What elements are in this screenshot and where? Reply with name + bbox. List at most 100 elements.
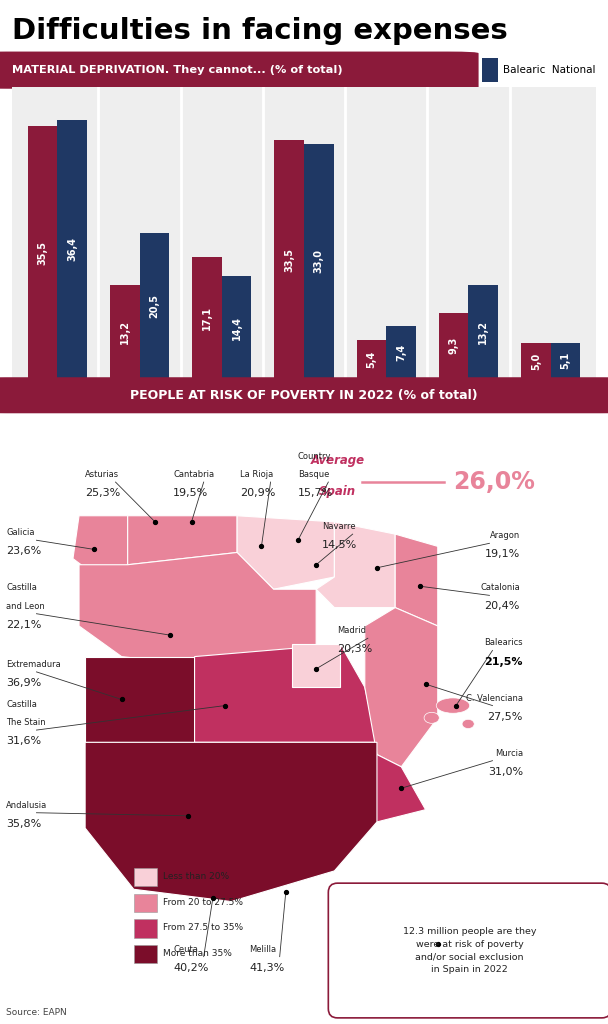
Text: 17,1: 17,1 (202, 306, 212, 330)
Text: Galicia: Galicia (6, 528, 35, 538)
Text: Andalusia: Andalusia (6, 801, 47, 810)
Text: 25,3%: 25,3% (85, 488, 120, 499)
Polygon shape (353, 755, 426, 822)
Polygon shape (316, 522, 395, 607)
Text: PEOPLE AT RISK OF POVERTY IN 2022 (% of total): PEOPLE AT RISK OF POVERTY IN 2022 (% of … (130, 389, 478, 401)
Bar (134, 894, 157, 912)
Text: INFOGRAPHICS DESIGN AND COMMUNICATION: INFOGRAPHICS DESIGN AND COMMUNICATION (334, 1008, 521, 1017)
Ellipse shape (451, 944, 461, 951)
Text: 33,0: 33,0 (314, 250, 324, 273)
Text: Less than 20%: Less than 20% (163, 871, 229, 881)
Polygon shape (395, 535, 438, 626)
Bar (57, 120, 87, 379)
Bar (134, 868, 157, 886)
Bar (357, 340, 386, 379)
Text: 12.3 million people are they
were at risk of poverty
and/or social exclusion
in : 12.3 million people are they were at ris… (402, 928, 536, 974)
Text: Source: EAPN: Source: EAPN (6, 1008, 67, 1017)
Text: Aragon: Aragon (489, 531, 520, 541)
Text: Balearics: Balearics (484, 638, 523, 647)
Ellipse shape (462, 719, 474, 728)
Bar (192, 257, 222, 379)
Text: 20,5: 20,5 (150, 294, 159, 317)
Ellipse shape (436, 958, 449, 967)
Text: 36,4: 36,4 (67, 238, 77, 261)
Text: 26,0%: 26,0% (453, 470, 535, 494)
Bar (439, 312, 468, 379)
Text: 5,1: 5,1 (561, 352, 570, 370)
Text: 14,4: 14,4 (232, 315, 241, 340)
Text: 31,0%: 31,0% (488, 767, 523, 777)
Text: MATERIAL DEPRIVATION. They cannot... (% of total): MATERIAL DEPRIVATION. They cannot... (% … (12, 66, 343, 75)
Text: 19,1%: 19,1% (485, 550, 520, 559)
Text: Extremadura: Extremadura (6, 659, 61, 669)
Text: 13,2: 13,2 (478, 319, 488, 344)
Text: Castilla: Castilla (6, 699, 37, 709)
FancyBboxPatch shape (328, 883, 608, 1018)
Text: 5,0: 5,0 (531, 352, 541, 370)
Text: 20,3%: 20,3% (337, 644, 373, 654)
Polygon shape (292, 644, 340, 687)
Bar (222, 276, 251, 379)
Text: 40,2%: 40,2% (173, 963, 209, 973)
Text: 33,5: 33,5 (284, 248, 294, 271)
Text: Difficulties in facing expenses: Difficulties in facing expenses (12, 17, 508, 45)
Bar (551, 343, 580, 379)
Polygon shape (85, 742, 377, 901)
Text: Madrid: Madrid (337, 626, 367, 635)
Text: 31,6%: 31,6% (6, 736, 41, 746)
Polygon shape (73, 516, 128, 577)
Polygon shape (365, 607, 438, 767)
Text: 7,4: 7,4 (396, 344, 406, 361)
Ellipse shape (383, 948, 401, 959)
Ellipse shape (418, 932, 427, 938)
Text: Ceuta: Ceuta (173, 944, 198, 953)
Text: Balearic  National: Balearic National (503, 66, 595, 75)
Bar (110, 285, 140, 379)
Bar (274, 140, 304, 379)
Text: More than 35%: More than 35% (163, 949, 232, 958)
Polygon shape (128, 516, 237, 565)
Text: Navarre: Navarre (322, 522, 356, 531)
Text: 36,9%: 36,9% (6, 678, 41, 688)
Text: Canary Islands: Canary Islands (400, 896, 462, 904)
Text: 22,1%: 22,1% (6, 620, 41, 630)
Text: La Rioja: La Rioja (240, 470, 274, 479)
Text: Melilla: Melilla (249, 944, 277, 953)
Bar (482, 58, 499, 82)
Bar (134, 945, 157, 964)
Ellipse shape (423, 946, 435, 954)
Text: and Leon: and Leon (6, 602, 45, 610)
Text: 20,4%: 20,4% (485, 601, 520, 611)
Text: 41,3%: 41,3% (249, 963, 285, 973)
Text: Average: Average (310, 454, 365, 467)
FancyBboxPatch shape (0, 377, 608, 414)
Ellipse shape (424, 713, 439, 723)
Text: 5,4: 5,4 (367, 351, 376, 369)
Text: 13,2: 13,2 (120, 319, 130, 344)
Text: Asturias: Asturias (85, 470, 119, 479)
Text: Country: Country (298, 452, 331, 461)
Text: Cantabria: Cantabria (173, 470, 215, 479)
Text: 23,6%: 23,6% (6, 547, 41, 556)
Bar (386, 327, 416, 379)
Polygon shape (237, 516, 334, 589)
Polygon shape (85, 656, 195, 742)
Text: 20,9%: 20,9% (240, 488, 275, 499)
Text: Catalonia: Catalonia (480, 584, 520, 592)
Text: Spain: Spain (319, 485, 356, 498)
Text: Castilla: Castilla (6, 584, 37, 592)
Text: 35,5: 35,5 (38, 241, 47, 264)
Text: From 20 to 27.5%: From 20 to 27.5% (163, 898, 243, 906)
Polygon shape (79, 553, 316, 669)
Text: Murcia: Murcia (495, 749, 523, 758)
Text: 14,5%: 14,5% (322, 541, 358, 550)
Ellipse shape (437, 698, 469, 714)
Text: Basque: Basque (298, 470, 330, 479)
Text: C. Valenciana: C. Valenciana (466, 693, 523, 702)
Text: 36,2%: 36,2% (427, 913, 462, 924)
Text: From 27.5 to 35%: From 27.5 to 35% (163, 924, 243, 933)
Text: 21,5%: 21,5% (485, 656, 523, 667)
Ellipse shape (405, 962, 420, 971)
Polygon shape (195, 644, 377, 742)
FancyBboxPatch shape (0, 51, 478, 89)
